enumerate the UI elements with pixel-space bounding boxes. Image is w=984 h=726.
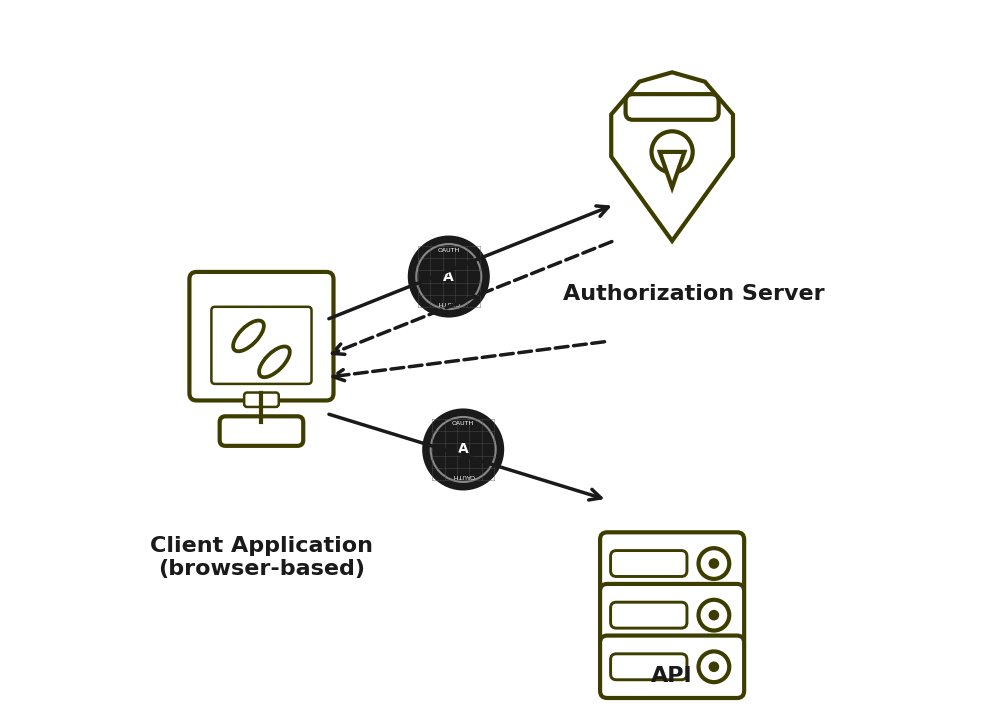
FancyBboxPatch shape xyxy=(611,550,687,576)
FancyBboxPatch shape xyxy=(600,635,744,698)
Text: A: A xyxy=(458,442,468,457)
Circle shape xyxy=(699,651,729,682)
Ellipse shape xyxy=(233,320,264,351)
FancyBboxPatch shape xyxy=(600,584,744,646)
Circle shape xyxy=(651,131,693,173)
FancyBboxPatch shape xyxy=(219,416,303,446)
FancyBboxPatch shape xyxy=(611,654,687,680)
FancyBboxPatch shape xyxy=(212,307,312,384)
FancyBboxPatch shape xyxy=(189,272,334,401)
Polygon shape xyxy=(659,152,685,187)
Polygon shape xyxy=(611,73,733,241)
Text: A: A xyxy=(444,269,455,284)
Circle shape xyxy=(423,410,503,489)
FancyBboxPatch shape xyxy=(626,94,718,120)
Circle shape xyxy=(431,417,496,482)
FancyBboxPatch shape xyxy=(600,532,744,595)
Circle shape xyxy=(699,548,729,579)
Text: Authorization Server: Authorization Server xyxy=(563,284,825,303)
Text: OAUTH: OAUTH xyxy=(452,421,474,426)
Text: OAUTH: OAUTH xyxy=(438,248,460,253)
Text: API: API xyxy=(651,666,693,685)
Circle shape xyxy=(699,600,729,630)
FancyBboxPatch shape xyxy=(611,602,687,628)
Text: Client Application
(browser-based): Client Application (browser-based) xyxy=(150,536,373,579)
Text: OAUTH: OAUTH xyxy=(452,473,474,478)
Circle shape xyxy=(709,662,718,672)
Circle shape xyxy=(416,244,481,309)
Ellipse shape xyxy=(259,346,290,378)
Text: OAUTH: OAUTH xyxy=(438,300,460,305)
FancyBboxPatch shape xyxy=(244,393,278,407)
Circle shape xyxy=(409,237,488,316)
Circle shape xyxy=(709,559,718,568)
Circle shape xyxy=(709,611,718,620)
